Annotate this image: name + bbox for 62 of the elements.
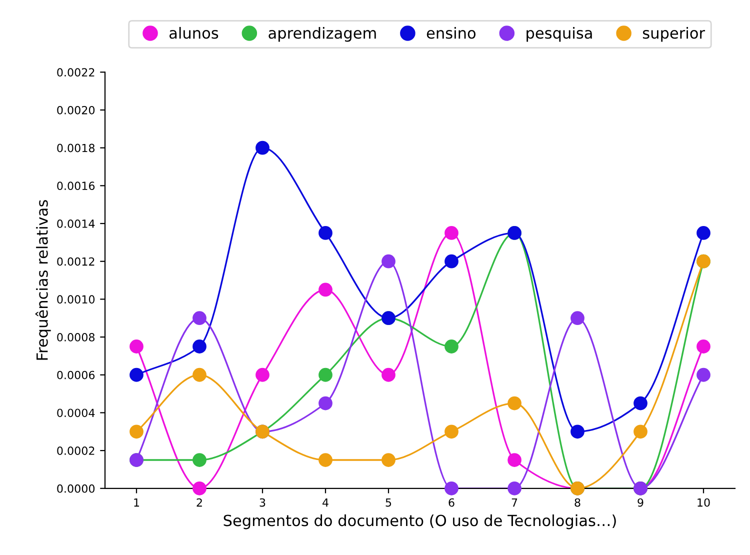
legend-label: ensino	[426, 26, 476, 39]
point	[634, 396, 648, 410]
point	[192, 311, 206, 326]
x-tick-label: 1	[134, 498, 140, 507]
y-tick-label: 0.0020	[57, 106, 95, 114]
point	[192, 340, 206, 354]
point	[192, 368, 206, 382]
y-tick-label: 0.0022	[57, 68, 94, 77]
point	[192, 481, 206, 496]
legend-label: aprendizagem	[268, 26, 376, 42]
x-tick-label: 8	[574, 498, 580, 507]
point	[192, 453, 206, 467]
point	[696, 340, 710, 354]
point	[318, 282, 332, 297]
y-tick-label: 0.0006	[57, 370, 95, 380]
point	[444, 340, 458, 354]
y-tick-label: 0.0000	[57, 484, 95, 493]
y-tick-label: 0.0008	[57, 333, 95, 342]
point	[318, 368, 332, 382]
point	[444, 481, 458, 496]
y-tick-label: 0.0016	[57, 182, 95, 190]
point	[130, 368, 144, 382]
y-tick-label: 0.0018	[57, 144, 95, 152]
x-tick-label: 2	[196, 498, 202, 507]
point	[382, 368, 396, 382]
x-tick-label: 10	[698, 498, 710, 507]
point	[444, 226, 458, 240]
point	[256, 140, 270, 155]
legend-label: alunos	[170, 26, 218, 39]
point	[130, 340, 144, 354]
point	[508, 396, 522, 410]
point	[444, 254, 458, 268]
point	[318, 226, 332, 240]
point	[508, 481, 522, 496]
point	[570, 311, 584, 326]
point	[444, 424, 458, 439]
point	[634, 424, 648, 439]
y-tick-label: 0.0004	[57, 408, 95, 418]
y-tick-label: 0.0010	[57, 295, 95, 304]
point	[318, 453, 332, 467]
point	[508, 453, 522, 467]
x-axis-title: Segmentos do documento (O uso de Tecnologias…)	[224, 514, 616, 530]
point	[318, 396, 332, 410]
point	[256, 368, 270, 382]
x-tick-label: 6	[448, 498, 454, 507]
point	[696, 368, 710, 382]
legend-label: pesquisa	[526, 26, 592, 42]
y-tick-label: 0.0012	[57, 257, 94, 266]
point	[570, 424, 584, 439]
point	[130, 424, 144, 439]
x-tick-label: 7	[512, 498, 518, 507]
y-tick-label: 0.0014	[57, 219, 95, 228]
y-axis-title: Frequências relativas	[35, 200, 51, 360]
y-tick-label: 0.0002	[57, 446, 94, 455]
point	[382, 254, 396, 268]
point	[382, 453, 396, 467]
point	[696, 226, 710, 240]
x-tick-label: 9	[638, 498, 644, 507]
x-tick-label: 4	[322, 498, 328, 507]
x-tick-label: 3	[260, 498, 266, 507]
legend-label: superior	[642, 26, 706, 42]
x-tick-label: 5	[386, 498, 392, 507]
